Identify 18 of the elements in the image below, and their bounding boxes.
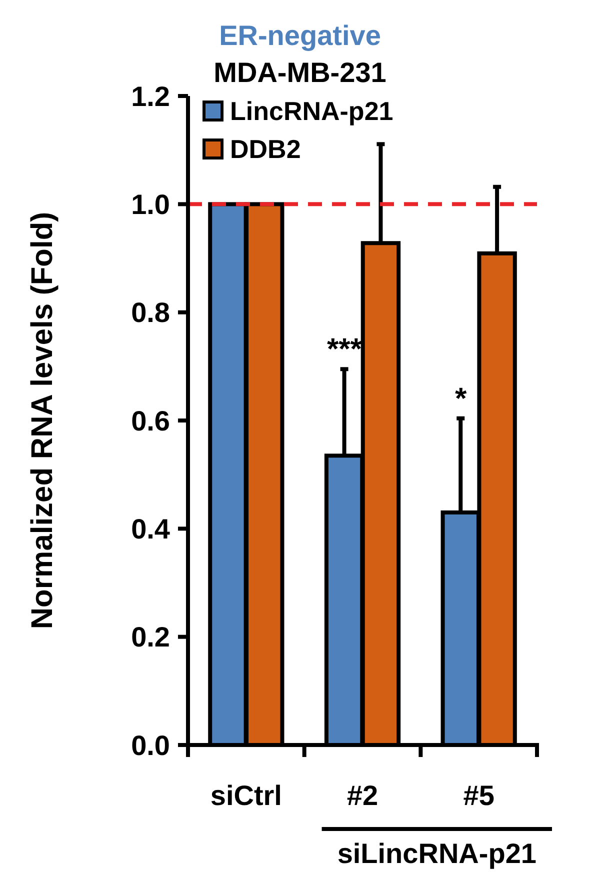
chart-title: ER-negative bbox=[219, 20, 381, 51]
y-tick-label: 1.0 bbox=[131, 188, 170, 220]
x-axis-title: siLincRNA-p21 bbox=[337, 838, 536, 869]
y-axis-title: Normalized RNA levels (Fold) bbox=[26, 212, 59, 630]
y-tick-label: 0.0 bbox=[131, 730, 170, 761]
y-tick-label: 0.2 bbox=[131, 622, 170, 653]
chart-subtitle: MDA-MB-231 bbox=[214, 57, 386, 88]
annotation: *** bbox=[326, 333, 362, 366]
x-tick-label: #5 bbox=[463, 780, 494, 811]
y-tick-label: 0.6 bbox=[131, 405, 170, 436]
y-tick-label: 1.2 bbox=[131, 80, 170, 112]
x-tick-label: #2 bbox=[346, 780, 378, 811]
legend-label: DDB2 bbox=[230, 134, 301, 164]
y-tick-label: 0.4 bbox=[131, 513, 170, 544]
y-tick-label: 0.8 bbox=[131, 297, 170, 328]
legend-label: LincRNA-p21 bbox=[230, 96, 394, 126]
annotation: * bbox=[454, 382, 467, 416]
x-tick-label: siCtrl bbox=[210, 780, 282, 811]
